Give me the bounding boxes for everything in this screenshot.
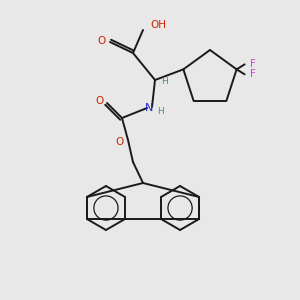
Text: N: N [145,103,153,113]
Text: F: F [250,69,256,79]
Text: O: O [116,137,124,147]
Text: H: H [157,106,164,116]
Text: OH: OH [150,20,166,30]
Text: F: F [250,59,256,69]
Text: H: H [160,76,167,85]
Text: O: O [95,96,103,106]
Text: O: O [98,36,106,46]
